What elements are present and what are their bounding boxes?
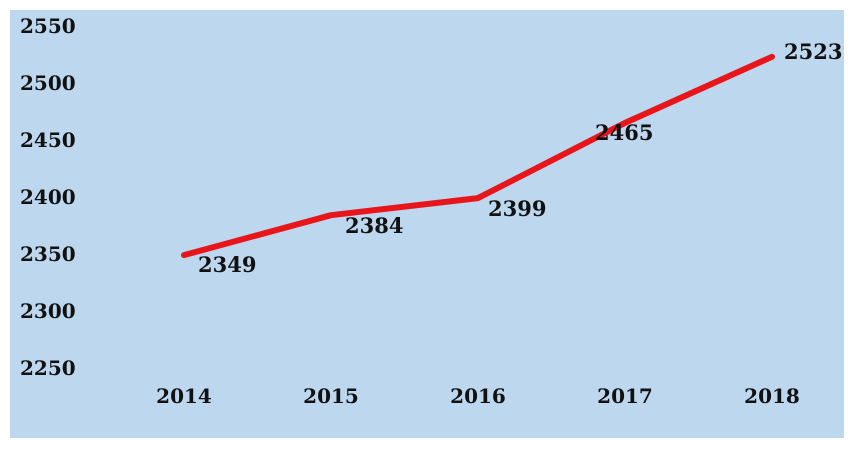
y-tick-label: 2300 <box>20 299 76 323</box>
data-label: 2384 <box>345 213 403 238</box>
x-tick-label: 2016 <box>450 384 506 408</box>
y-axis-ticks: 2250 2300 2350 2400 2450 2500 2550 <box>20 14 76 380</box>
y-tick-label: 2500 <box>20 71 76 95</box>
y-tick-label: 2450 <box>20 128 76 152</box>
y-tick-label: 2350 <box>20 242 76 266</box>
data-label: 2523 <box>784 39 842 64</box>
x-tick-label: 2015 <box>303 384 359 408</box>
x-axis-ticks: 2014 2015 2016 2017 2018 <box>156 384 800 408</box>
x-tick-label: 2018 <box>744 384 800 408</box>
y-tick-label: 2250 <box>20 356 76 380</box>
data-label: 2349 <box>198 252 256 277</box>
data-label: 2399 <box>488 196 546 221</box>
x-tick-label: 2017 <box>597 384 653 408</box>
y-tick-label: 2550 <box>20 14 76 38</box>
x-tick-label: 2014 <box>156 384 212 408</box>
series-line <box>181 53 775 259</box>
data-label: 2465 <box>595 120 653 145</box>
y-tick-label: 2400 <box>20 185 76 209</box>
data-labels: 2349 2384 2399 2465 2523 <box>198 39 842 277</box>
chart-background <box>10 10 844 438</box>
